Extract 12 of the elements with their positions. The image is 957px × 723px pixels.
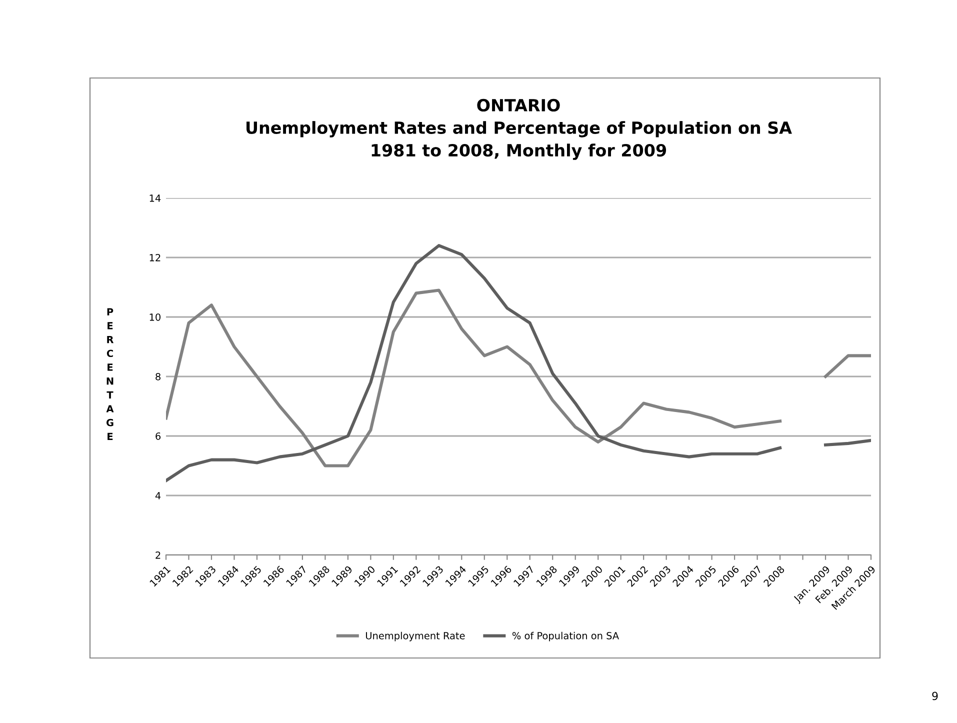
- y-tick-label: 8: [156, 372, 160, 380]
- y-tick-label: 6: [156, 432, 161, 440]
- legend-label: Unemployment Rate: [366, 632, 465, 642]
- y-tick-label: 2: [156, 551, 160, 559]
- y-tick-label: 12: [150, 254, 160, 262]
- text: 9: [932, 692, 938, 700]
- text: PERCENTAGE: [106, 308, 114, 440]
- y-tick-label: 10: [150, 313, 160, 321]
- legend-label: % of Population on SA: [512, 632, 619, 642]
- y-tick-label: 14: [150, 194, 161, 202]
- y-tick-label: 4: [155, 492, 161, 500]
- chart-title: ONTARIO Unemployment Rates and Percentage of Population on SA 1981 to 2008, Monthly for 2009: [246, 98, 792, 160]
